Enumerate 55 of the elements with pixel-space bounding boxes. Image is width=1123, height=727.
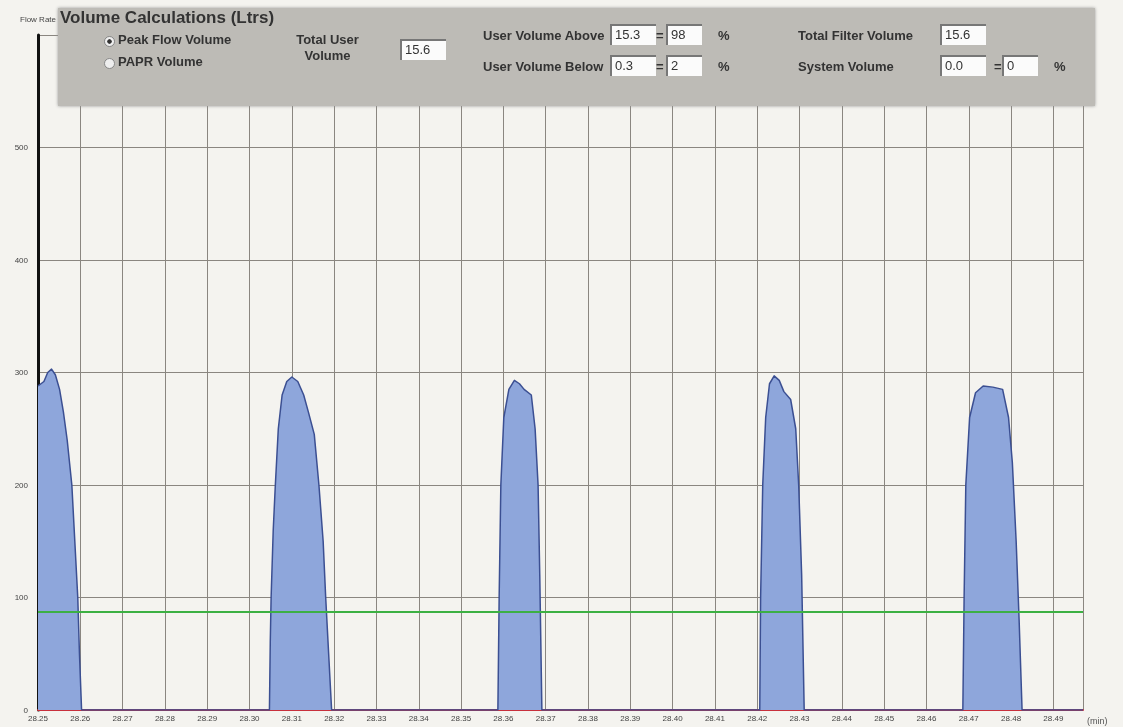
annotation: 15.6 (940, 24, 986, 45)
annotation: Total User Volume (295, 32, 360, 64)
annotation: % (718, 28, 730, 44)
x-tick-label: 28.33 (366, 713, 388, 723)
x-tick-label: 28.36 (493, 713, 514, 723)
x-tick-label: 28.48 (1001, 713, 1022, 723)
annotation: 0.3 (610, 55, 656, 76)
x-tick-label: 28.42 (747, 713, 768, 723)
x-tick-label: 28.38 (577, 713, 599, 723)
x-axis-title: (min) (1087, 715, 1108, 726)
annotation: 15.6 (400, 39, 446, 60)
y-tick-label: 100 (14, 593, 29, 602)
x-tick-label: 28.27 (112, 713, 134, 723)
annotation: 0 (1002, 55, 1038, 76)
annotation: 15.3 (610, 24, 656, 45)
x-tick-label: 28.31 (281, 713, 303, 723)
x-tick-label: 28.41 (704, 713, 726, 723)
x-tick-label: 28.25 (27, 713, 49, 723)
x-tick-label: 28.29 (197, 713, 218, 723)
annotation: 2 (666, 55, 702, 76)
annotation: User Volume Above (483, 28, 605, 44)
annotation: Total Filter Volume (798, 28, 914, 44)
x-tick-label: 28.30 (239, 713, 261, 723)
y-tick-label: 200 (14, 480, 29, 490)
x-tick-label: 28.49 (1043, 713, 1064, 723)
y-tick-label: 500 (14, 143, 29, 152)
x-tick-label: 28.34 (408, 713, 430, 723)
annotation: = (656, 28, 664, 44)
x-tick-label: 28.47 (958, 713, 980, 723)
x-tick-label: 28.45 (874, 713, 895, 723)
x-tick-label: 28.35 (451, 713, 472, 723)
x-tick-label: 28.40 (662, 713, 684, 723)
annotation: % (1054, 59, 1066, 75)
x-tick-label: 28.26 (70, 713, 91, 723)
x-tick-label: 28.37 (535, 713, 557, 723)
annotation: 98 (666, 24, 702, 45)
annotation: System Volume (798, 59, 894, 75)
x-tick-label: 28.43 (789, 713, 811, 723)
y-tick-label: 300 (14, 368, 29, 377)
annotation: User Volume Below (483, 59, 604, 75)
x-tick-label: 28.32 (324, 713, 345, 723)
x-tick-label: 28.46 (916, 713, 938, 723)
annotation: Peak Flow Volume (118, 32, 232, 48)
annotation: 0.0 (940, 55, 986, 76)
text: Volume Calculations (Ltrs) (60, 8, 275, 27)
x-tick-label: 28.39 (620, 713, 641, 723)
annotation: = (994, 59, 1002, 75)
y-tick-label: 400 (14, 255, 29, 265)
annotation: = (656, 59, 664, 75)
y-axis-title: Flow Rate (19, 14, 57, 24)
x-tick-label: 28.44 (831, 713, 853, 723)
annotation: % (718, 59, 730, 75)
x-tick-label: 28.28 (154, 713, 176, 723)
annotation: PAPR Volume (118, 54, 203, 70)
y-tick-label: 0 (23, 705, 29, 715)
